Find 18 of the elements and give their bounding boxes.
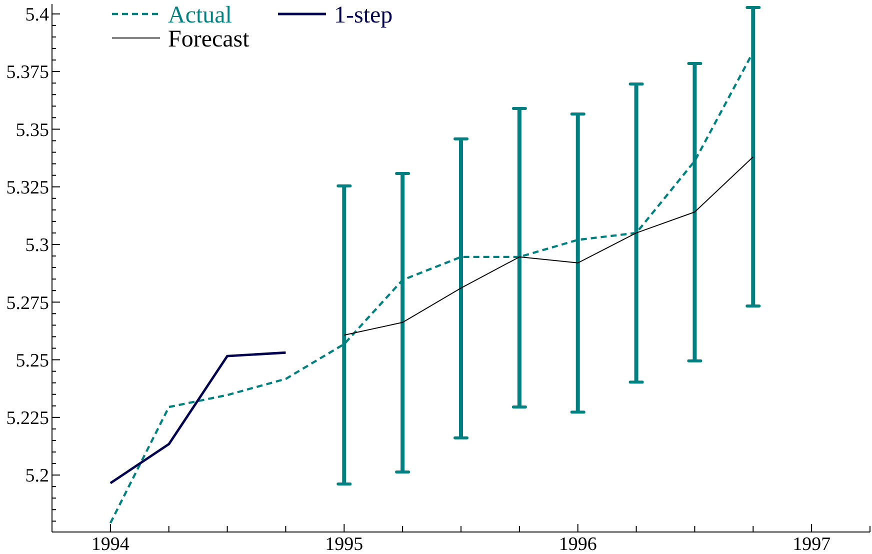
legend-label: Actual (168, 2, 232, 28)
y-tick-label: 5.325 (6, 177, 49, 198)
y-tick-label: 5.2 (25, 466, 49, 487)
x-tick-label: 1994 (91, 534, 130, 554)
legend-label: Forecast (168, 26, 250, 52)
x-tick-label: 1995 (325, 534, 364, 554)
line-series (109, 351, 287, 484)
y-tick-label: 5.35 (16, 120, 49, 141)
y-tick-label: 5.25 (16, 350, 49, 372)
line-series (344, 156, 754, 336)
x-tick-label: 1997 (792, 534, 831, 554)
y-tick-label: 5.375 (6, 62, 49, 84)
y-tick-label: 5.275 (6, 292, 49, 314)
y-tick-label: 5.3 (25, 235, 49, 256)
legend-label: 1-step (334, 2, 393, 28)
x-tick-label: 1996 (558, 534, 597, 554)
y-tick-label: 5.225 (6, 408, 49, 430)
y-tick-label: 5.4 (25, 4, 50, 26)
